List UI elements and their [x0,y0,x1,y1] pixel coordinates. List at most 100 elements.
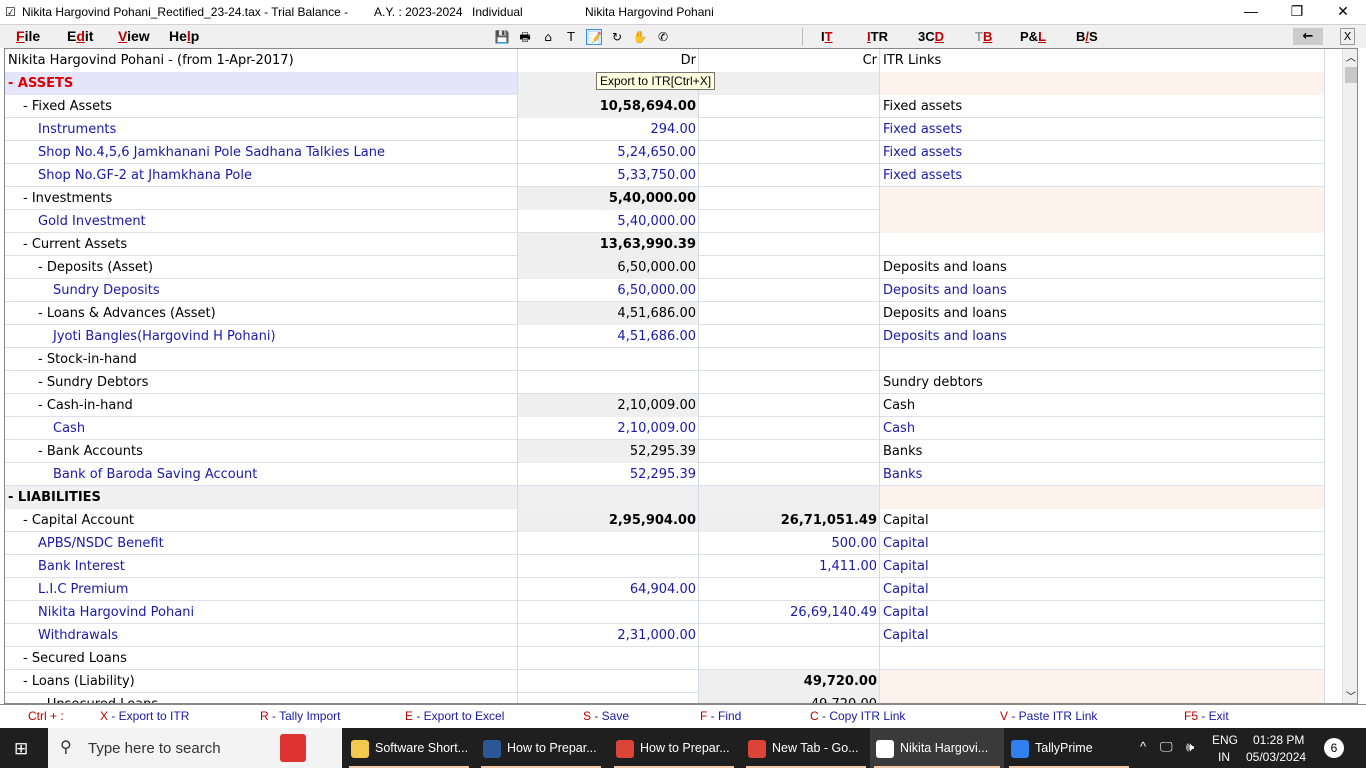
import-icon[interactable]: ✋ [632,30,648,44]
nav-bs-button[interactable]: B/S [1076,29,1098,44]
ledger-row[interactable]: Instruments 294.00 Fixed assets [5,118,1325,141]
group-row[interactable]: - Current Assets 13,63,990.39 [5,233,1325,256]
ledger-row[interactable]: Bank of Baroda Saving Account 52,295.39 Ba… [5,463,1325,486]
network-icon[interactable]: 🖵 [1160,739,1173,754]
row-itr-link[interactable]: Capital [880,624,1325,647]
nav-it-button[interactable]: IT [821,29,833,44]
row-itr-link[interactable] [880,348,1325,371]
back-arrow-button[interactable]: ← [1293,28,1323,45]
ledger-row[interactable]: L.I.C Premium 64,904.00 Capital [5,578,1325,601]
close-window-button[interactable]: ✕ [1337,3,1349,19]
clock-date[interactable]: 05/03/2024 [1246,750,1307,764]
row-itr-link[interactable]: Sundry debtors [880,371,1325,394]
group-row[interactable]: - Stock-in-hand [5,348,1325,371]
row-itr-link[interactable] [880,187,1325,210]
row-itr-link[interactable] [880,486,1325,509]
row-itr-link[interactable]: Capital [880,509,1325,532]
row-itr-link[interactable]: Capital [880,555,1325,578]
row-itr-link[interactable] [880,233,1325,256]
group-row[interactable]: - Loans & Advances (Asset) 4,51,686.00 Dep… [5,302,1325,325]
row-itr-link[interactable] [880,647,1325,670]
row-itr-link[interactable]: Banks [880,463,1325,486]
group-row[interactable]: - Investments 5,40,000.00 [5,187,1325,210]
nav-pl-button[interactable]: P&L [1020,29,1047,44]
row-itr-link[interactable]: Deposits and loans [880,279,1325,302]
row-itr-link[interactable]: Cash [880,394,1325,417]
language-indicator[interactable]: ENG [1212,733,1239,747]
home-icon[interactable]: ⌂ [544,30,552,44]
row-name: Gold Investment [5,210,518,233]
windows-start-icon[interactable]: ⊞ [14,739,29,758]
scroll-up-icon[interactable]: ︿ [1346,53,1356,64]
print-icon[interactable]: 🖶 [519,30,531,44]
scroll-thumb[interactable] [1345,67,1357,83]
taskbar-app[interactable]: How to Prepar... [477,728,605,768]
group-row[interactable]: - Cash-in-hand 2,10,009.00 Cash [5,394,1325,417]
minimize-button[interactable]: — [1244,3,1258,19]
taskbar-app[interactable]: TallyPrime [1005,728,1133,768]
group-row[interactable]: - Bank Accounts 52,295.39 Banks [5,440,1325,463]
row-itr-link[interactable]: Banks [880,440,1325,463]
group-row[interactable]: - Unsecured Loans 49,720.00 [5,693,1325,703]
tally-icon[interactable]: T [567,30,575,44]
nav-tb-button[interactable]: TB [975,29,993,44]
ledger-row[interactable]: Withdrawals 2,31,000.00 Capital [5,624,1325,647]
nav-3cd-button[interactable]: 3CD [918,29,945,44]
row-itr-link[interactable]: Fixed assets [880,164,1325,187]
clock-time[interactable]: 01:28 PM [1253,733,1305,747]
row-itr-link[interactable]: Deposits and loans [880,325,1325,348]
taskbar-app[interactable]: How to Prepar... [610,728,738,768]
menu-edit[interactable]: Edit [67,28,94,44]
taskbar-app[interactable]: Software Short... [345,728,473,768]
menu-file[interactable]: File [16,28,41,44]
row-itr-link[interactable] [880,210,1325,233]
export-itr-icon[interactable]: 📝 [586,29,602,45]
tray-chevron-icon[interactable]: ^ [1140,739,1147,754]
taskbar-app[interactable]: Nikita Hargovi... [870,728,1004,768]
ledger-row[interactable]: Nikita Hargovind Pohani 26,69,140.49 Capit… [5,601,1325,624]
ledger-row[interactable]: Sundry Deposits 6,50,000.00 Deposits and l… [5,279,1325,302]
group-row[interactable]: - Secured Loans [5,647,1325,670]
group-row[interactable]: - Loans (Liability) 49,720.00 [5,670,1325,693]
group-row[interactable]: - Deposits (Asset) 6,50,000.00 Deposits an… [5,256,1325,279]
ledger-row[interactable]: APBS/NSDC Benefit 500.00 Capital [5,532,1325,555]
taskbar-app[interactable]: New Tab - Go... [742,728,870,768]
scroll-down-icon[interactable]: ﹀ [1346,692,1356,703]
row-itr-link[interactable]: Deposits and loans [880,256,1325,279]
group-row[interactable]: - Fixed Assets 10,58,694.00 Fixed assets [5,95,1325,118]
phone-icon[interactable]: ✆ [657,30,669,44]
row-itr-link[interactable]: Deposits and loans [880,302,1325,325]
ledger-row[interactable]: Shop No.GF-2 at Jhamkhana Pole 5,33,750.0… [5,164,1325,187]
ledger-row[interactable]: Shop No.4,5,6 Jamkhanani Pole Sadhana Ta… [5,141,1325,164]
row-itr-link[interactable] [880,670,1325,693]
ledger-row[interactable]: Jyoti Bangles(Hargovind H Pohani) 4,51,68… [5,325,1325,348]
notification-badge[interactable]: 6 [1324,738,1344,758]
row-itr-link[interactable]: Fixed assets [880,141,1325,164]
section-row[interactable]: - LIABILITIES [5,486,1325,509]
refresh-icon[interactable]: ↻ [611,30,623,44]
ledger-row[interactable]: Cash 2,10,009.00 Cash [5,417,1325,440]
row-itr-link[interactable]: Fixed assets [880,118,1325,141]
menu-help[interactable]: Help [169,28,200,44]
ledger-row[interactable]: Gold Investment 5,40,000.00 [5,210,1325,233]
menu-view[interactable]: View [118,28,150,44]
vertical-scrollbar[interactable]: ︿ ﹀ [1342,49,1357,703]
row-itr-link[interactable]: Fixed assets [880,95,1325,118]
nav-itr-button[interactable]: ITR [867,29,888,44]
row-itr-link[interactable]: Capital [880,532,1325,555]
header-itr-links: ITR Links [880,49,1325,72]
row-itr-link[interactable] [880,72,1325,95]
region-indicator[interactable]: IN [1218,750,1230,764]
ledger-row[interactable]: Bank Interest 1,411.00 Capital [5,555,1325,578]
volume-icon[interactable]: 🕪 [1186,739,1195,754]
row-itr-link[interactable] [880,693,1325,703]
save-icon[interactable]: 💾 [494,30,510,44]
row-itr-link[interactable]: Cash [880,417,1325,440]
maximize-button[interactable]: ❐ [1290,3,1304,19]
row-itr-link[interactable]: Capital [880,601,1325,624]
group-row[interactable]: - Sundry Debtors Sundry debtors [5,371,1325,394]
taskbar-search[interactable]: ⚲ Type here to search [48,728,342,768]
group-row[interactable]: - Capital Account 2,95,904.00 26,71,051.49… [5,509,1325,532]
close-panel-button[interactable]: X [1340,28,1355,45]
row-itr-link[interactable]: Capital [880,578,1325,601]
